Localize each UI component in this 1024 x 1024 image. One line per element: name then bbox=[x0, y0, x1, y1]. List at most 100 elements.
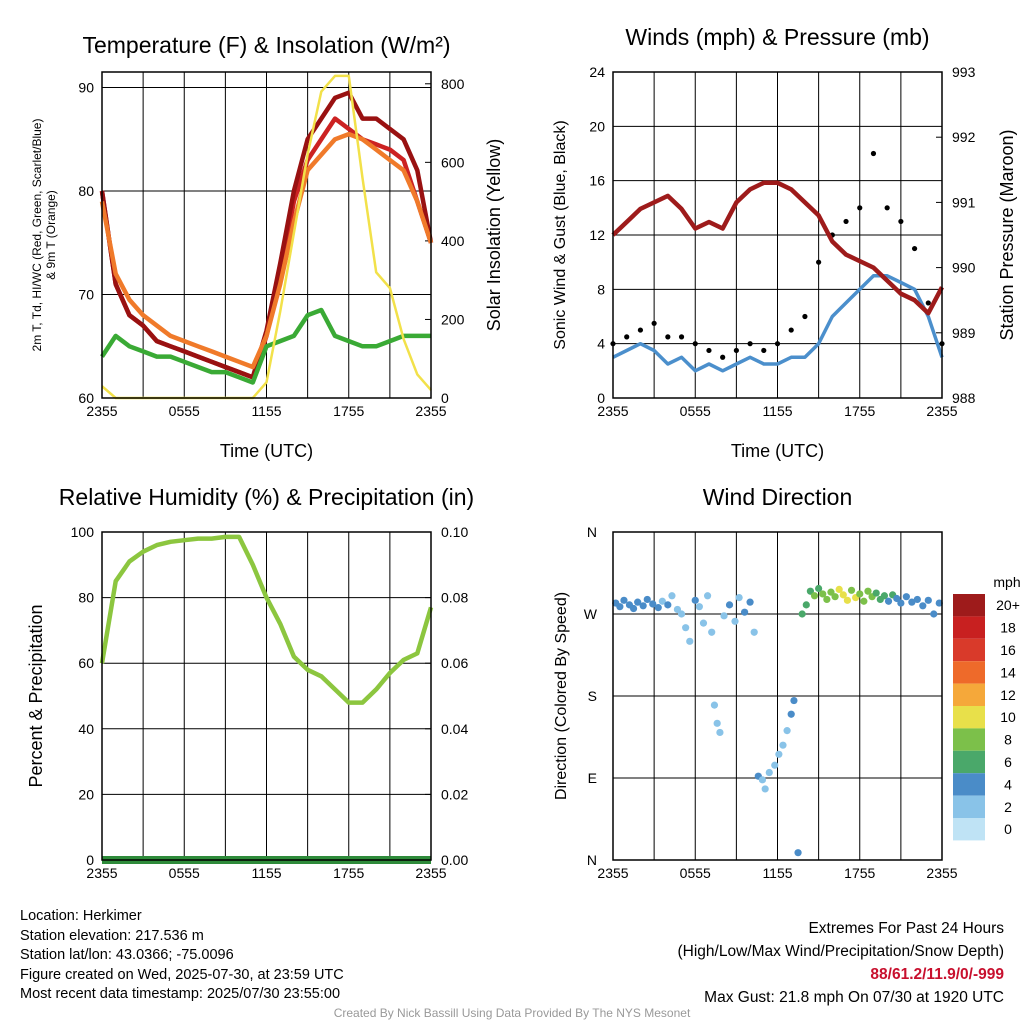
chart-title: Winds (mph) & Pressure (mb) bbox=[625, 24, 929, 50]
wind-direction-point bbox=[634, 598, 642, 606]
wind-direction-point bbox=[794, 849, 802, 857]
wind-direction-point bbox=[880, 592, 889, 600]
series-line-relative-humidity bbox=[99, 534, 434, 705]
x-tick-label: 2355 bbox=[926, 403, 957, 419]
colorbar-label: 14 bbox=[1000, 664, 1016, 680]
wind-direction-point bbox=[699, 619, 708, 627]
station-elevation: Station elevation: 217.536 m bbox=[20, 927, 204, 944]
wind-direction-point bbox=[643, 595, 651, 604]
x-tick-label: 0555 bbox=[169, 403, 200, 419]
gust-point bbox=[911, 245, 918, 252]
wind-direction-point bbox=[741, 608, 749, 616]
wind-direction-point bbox=[847, 586, 856, 594]
x-tick-label: 1155 bbox=[762, 403, 792, 419]
wind-direction-point bbox=[710, 701, 719, 709]
gust-point bbox=[706, 347, 712, 354]
wind-direction-point bbox=[720, 612, 728, 620]
station-info: Location: Herkimer Station elevation: 21… bbox=[20, 907, 344, 1005]
chart-title: Wind Direction bbox=[703, 484, 853, 510]
wind-direction-point bbox=[682, 624, 690, 632]
x-tick-label: 2355 bbox=[86, 403, 117, 419]
wind-direction-point bbox=[779, 741, 787, 749]
wind-direction-point bbox=[930, 610, 938, 618]
colorbar-swatch bbox=[953, 638, 985, 662]
y2-axis-label: Station Pressure (Maroon) bbox=[997, 129, 1017, 340]
y-tick-label: 80 bbox=[78, 183, 94, 199]
gust-point bbox=[788, 327, 794, 333]
wind-direction-point bbox=[798, 610, 806, 618]
y-tick-label: 0 bbox=[86, 852, 94, 868]
colorbar-swatch bbox=[953, 795, 985, 818]
y2-tick-label: 0.08 bbox=[441, 590, 468, 606]
wind-direction-point bbox=[658, 597, 666, 605]
colorbar-label: 12 bbox=[1000, 687, 1016, 703]
y-tick-label: 60 bbox=[78, 655, 94, 671]
wind-direction-point bbox=[839, 591, 847, 599]
colorbar-swatch bbox=[953, 661, 985, 684]
y2-tick-label: 991 bbox=[952, 194, 976, 210]
y2-axis-label: Solar Insolation (Yellow) bbox=[484, 139, 504, 331]
gust-point bbox=[692, 341, 698, 347]
x-axis-label: Time (UTC) bbox=[220, 441, 313, 461]
plot-border bbox=[101, 71, 432, 399]
x-tick-label: 0555 bbox=[169, 865, 200, 881]
gust-point bbox=[898, 218, 904, 225]
wind-direction-point bbox=[790, 696, 798, 705]
y-tick-label: 20 bbox=[78, 786, 94, 802]
wind-direction-point bbox=[815, 584, 823, 593]
wind-direction-point bbox=[716, 728, 724, 737]
wind-direction-point bbox=[856, 590, 864, 598]
colorbar-swatch bbox=[953, 818, 985, 841]
y-tick-label: 100 bbox=[71, 524, 95, 540]
x-tick-label: 2355 bbox=[926, 865, 957, 881]
colorbar-label: 4 bbox=[1004, 776, 1012, 792]
plot-border bbox=[101, 531, 432, 861]
wind-direction-point bbox=[703, 592, 712, 600]
wind-direction-point bbox=[758, 776, 767, 784]
plot-border bbox=[612, 71, 943, 399]
wind-direction-point bbox=[725, 601, 734, 609]
y-tick-label: 0 bbox=[597, 390, 605, 406]
y2-tick-label: 0.06 bbox=[441, 655, 468, 671]
x-tick-label: 1155 bbox=[762, 865, 792, 881]
wind-direction-point bbox=[639, 602, 647, 610]
wind-direction-point bbox=[860, 597, 868, 605]
gust-point bbox=[870, 150, 877, 157]
x-tick-label: 1755 bbox=[844, 865, 875, 881]
y-tick-label: 60 bbox=[78, 390, 94, 406]
wind-direction-point bbox=[695, 603, 703, 611]
x-tick-label: 0555 bbox=[680, 403, 711, 419]
wind-direction-point bbox=[664, 601, 672, 609]
x-tick-label: 1755 bbox=[333, 403, 364, 419]
gust-point bbox=[624, 334, 630, 340]
y2-tick-label: 990 bbox=[952, 260, 976, 276]
gust-point bbox=[925, 300, 931, 306]
colorbar-swatch bbox=[953, 773, 985, 796]
wind-direction-point bbox=[765, 768, 773, 777]
gust-point bbox=[651, 320, 657, 326]
y-axis-label: Percent & Precipitation bbox=[26, 604, 46, 787]
series-line-sonic-wind bbox=[612, 274, 944, 373]
y-tick-label: E bbox=[588, 770, 597, 786]
y-tick-label: 20 bbox=[589, 118, 605, 134]
colorbar-swatch bbox=[953, 706, 985, 729]
wind-direction-point bbox=[735, 594, 743, 602]
gust-point bbox=[802, 313, 808, 320]
colorbar-swatch bbox=[953, 683, 985, 706]
y2-tick-label: 400 bbox=[441, 233, 465, 249]
wind-direction-point bbox=[884, 597, 893, 605]
wind-direction-point bbox=[864, 587, 872, 595]
y2-tick-label: 800 bbox=[441, 76, 465, 92]
wind-direction-point bbox=[908, 598, 916, 606]
y2-tick-label: 600 bbox=[441, 154, 465, 170]
station-location: Location: Herkimer bbox=[20, 908, 142, 924]
station-latlon: Station lat/lon: 43.0366; -75.0096 bbox=[20, 947, 234, 963]
wind-direction-point bbox=[783, 727, 791, 735]
wind-direction-point bbox=[771, 761, 779, 769]
colorbar-swatch bbox=[953, 750, 985, 774]
wind-direction-point bbox=[919, 602, 927, 610]
wind-direction-point bbox=[686, 637, 694, 645]
y2-tick-label: 0.04 bbox=[441, 721, 468, 737]
max-gust: Max Gust: 21.8 mph On 07/30 at 1920 UTC bbox=[704, 989, 1004, 1006]
